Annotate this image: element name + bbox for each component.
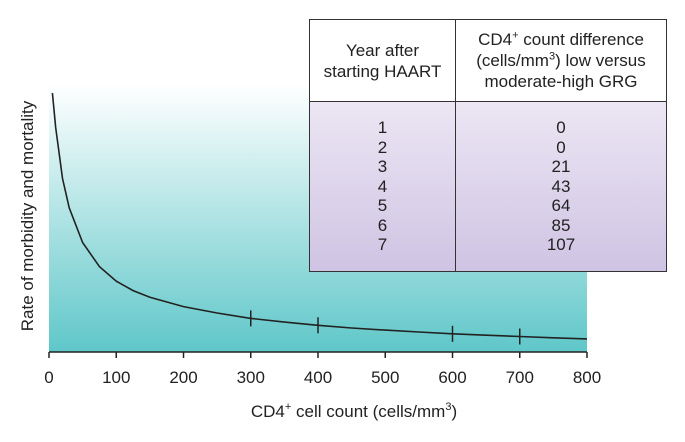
x-tick-label: 0	[44, 368, 53, 387]
x-tick-label: 400	[304, 368, 332, 387]
x-axis-title: CD4+ cell count (cells/mm3)	[251, 401, 457, 421]
table-column-differences: 0 0 21 43 64 85 107	[456, 102, 666, 271]
table-cell-year: 3	[377, 157, 388, 177]
table-header-year: Year after starting HAART	[310, 20, 456, 102]
table-header-difference: CD4+ count difference (cells/mm3) low ve…	[456, 20, 666, 102]
table-cell-difference: 43	[551, 176, 571, 196]
table-cell-difference: 0	[556, 137, 566, 157]
table-cell-difference: 21	[551, 157, 571, 177]
x-tick-label: 500	[371, 368, 399, 387]
table-cell-difference: 107	[546, 235, 576, 255]
x-tick-label: 600	[438, 368, 466, 387]
x-tick-label: 100	[102, 368, 130, 387]
y-axis-title: Rate of morbidity and mortality	[18, 100, 37, 331]
morbidity-curve	[51, 92, 588, 340]
table-cell-year: 5	[377, 196, 388, 216]
table-cell-difference: 85	[551, 215, 571, 235]
table-cell-difference: 0	[556, 118, 566, 138]
table-cell-year: 4	[377, 176, 388, 196]
table-cell-year: 7	[377, 235, 388, 255]
x-tick-label: 800	[573, 368, 601, 387]
x-tick-label: 300	[237, 368, 265, 387]
table-cell-year: 2	[377, 137, 388, 157]
x-tick-label: 200	[169, 368, 197, 387]
table-cell-difference: 64	[551, 196, 571, 216]
x-tick-label: 700	[506, 368, 534, 387]
cd4-difference-table: Year after starting HAART CD4+ count dif…	[309, 19, 667, 272]
table-cell-year: 6	[377, 215, 388, 235]
table-cell-year: 1	[377, 118, 388, 138]
